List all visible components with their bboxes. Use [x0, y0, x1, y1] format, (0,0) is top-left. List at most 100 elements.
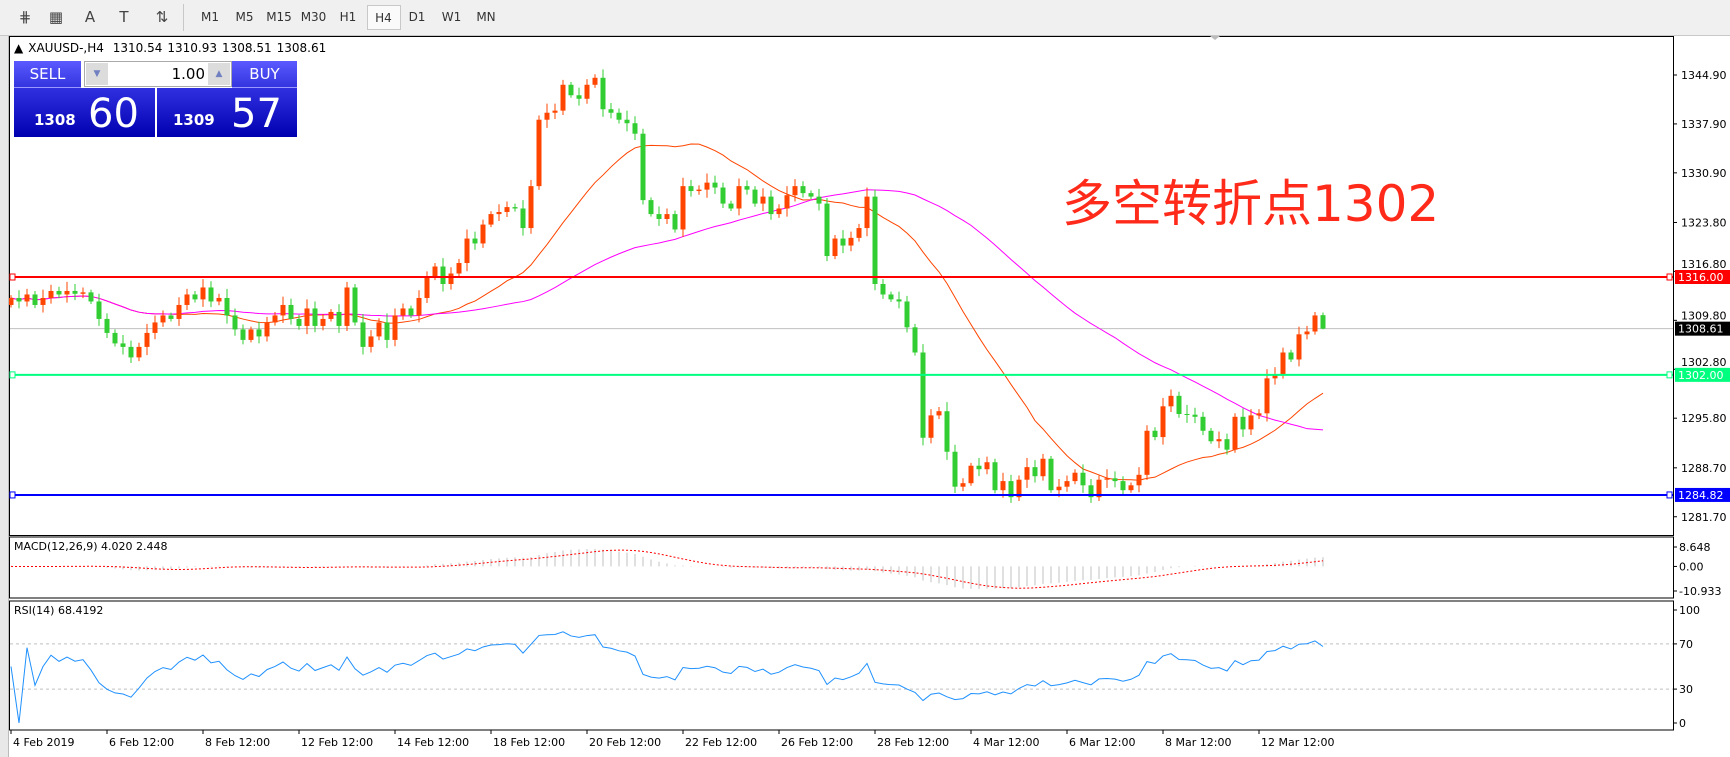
candle-body	[48, 290, 54, 298]
timeframe-h4[interactable]: H4	[366, 5, 401, 30]
candle-body	[240, 329, 246, 340]
candle	[816, 188, 822, 211]
candle	[136, 342, 142, 362]
candle-body	[560, 84, 566, 111]
elliott-wave-icon[interactable]: ⋕	[18, 8, 32, 26]
text-icon[interactable]: A	[84, 8, 96, 26]
candle-body	[336, 311, 342, 326]
candle-body	[584, 84, 590, 99]
candle-body	[576, 95, 582, 99]
candle	[600, 69, 606, 117]
candle-body	[976, 465, 982, 470]
candle	[16, 290, 22, 309]
candle-body	[1232, 416, 1238, 450]
candle-body	[176, 304, 182, 319]
candle	[472, 231, 478, 250]
candle	[1320, 312, 1326, 330]
candle-body	[168, 315, 174, 319]
candle	[560, 79, 566, 116]
candle-body	[1320, 315, 1326, 329]
candle	[920, 344, 926, 446]
lot-size-value[interactable]: 1.00	[171, 65, 205, 83]
candle	[312, 301, 318, 333]
candle-body	[688, 186, 694, 192]
candle-body	[128, 346, 134, 358]
timeframe-m15[interactable]: M15	[266, 10, 292, 24]
left-border	[0, 36, 9, 757]
candle-body	[888, 294, 894, 300]
candle	[664, 208, 670, 225]
candle	[840, 230, 846, 254]
price-tag-label: 1302.00	[1678, 369, 1724, 382]
timeframe-w1[interactable]: W1	[441, 10, 462, 24]
candle-body	[1032, 467, 1038, 477]
timeframe-h1[interactable]: H1	[339, 10, 357, 24]
candle-body	[704, 182, 710, 190]
candle	[1064, 475, 1070, 492]
chart-annotation-text[interactable]: 多空转折点1302	[1062, 175, 1440, 233]
candle	[368, 330, 374, 353]
candle-body	[1296, 334, 1302, 360]
lot-increase-icon[interactable]: ▲	[208, 63, 230, 85]
buy-button[interactable]: BUY	[232, 61, 297, 88]
candle-body	[608, 109, 614, 113]
sell-button[interactable]: SELL	[14, 61, 81, 88]
timeframe-m1[interactable]: M1	[201, 10, 219, 24]
candle-body	[1088, 485, 1094, 498]
timeframe-m5[interactable]: M5	[235, 10, 254, 24]
candle-body	[288, 304, 294, 319]
candle	[1088, 479, 1094, 503]
low-value: 1308.51	[221, 41, 272, 55]
candle-body	[1200, 416, 1206, 431]
candle-body	[960, 483, 966, 487]
candle	[864, 187, 870, 237]
candle	[352, 283, 358, 326]
candle	[288, 298, 294, 325]
rsi-line	[10, 631, 1324, 724]
candle-body	[24, 294, 30, 302]
buy-price-button[interactable]: 1309 57	[157, 88, 297, 137]
candle	[144, 323, 150, 356]
candle-body	[496, 211, 502, 215]
collapse-triangle-icon[interactable]: ▲	[14, 41, 24, 55]
candle	[784, 186, 790, 217]
fibonacci-icon[interactable]: ▦	[48, 8, 64, 26]
chart-canvas[interactable]: 1344.90 1337.90 1330.90 1323.80 1316.80 1309.…	[9, 36, 1730, 757]
buy-price-pips: 57	[231, 91, 282, 137]
candle	[344, 281, 350, 331]
candle	[1120, 476, 1126, 495]
candle	[616, 108, 622, 124]
candle-body	[912, 327, 918, 353]
candle-body	[432, 266, 438, 277]
candle-body	[248, 329, 254, 340]
timeframe-mn[interactable]: MN	[476, 10, 496, 24]
lot-decrease-icon[interactable]: ▼	[86, 63, 108, 85]
sell-price-button[interactable]: 1308 60	[14, 88, 155, 137]
candle-body	[600, 77, 606, 110]
timeframe-m30[interactable]: M30	[300, 10, 327, 24]
candle	[1040, 453, 1046, 481]
lot-size-field[interactable]: ▼ 1.00 ▲	[84, 61, 232, 87]
candle-body	[224, 297, 230, 316]
candle	[928, 409, 934, 444]
candle	[72, 283, 78, 301]
text-label-icon[interactable]: T	[119, 8, 129, 26]
candle-body	[824, 203, 830, 257]
candle	[176, 297, 182, 326]
candle	[576, 87, 582, 106]
candle-body	[808, 193, 814, 197]
candle-body	[1016, 479, 1022, 498]
candle-body	[944, 411, 950, 452]
candle	[824, 198, 830, 262]
chart-window[interactable]: 1344.90 1337.90 1330.90 1323.80 1316.80 1309.…	[9, 36, 1730, 757]
arrows-icon[interactable]: ⇅	[155, 8, 169, 26]
timeframe-d1[interactable]: D1	[408, 10, 426, 24]
candle-body	[9, 297, 14, 305]
candle-body	[152, 322, 158, 333]
candle	[1232, 413, 1238, 453]
candle	[856, 223, 862, 242]
candle-body	[728, 203, 734, 209]
candle	[1128, 482, 1134, 493]
candle	[440, 258, 446, 292]
candle	[1080, 464, 1086, 493]
